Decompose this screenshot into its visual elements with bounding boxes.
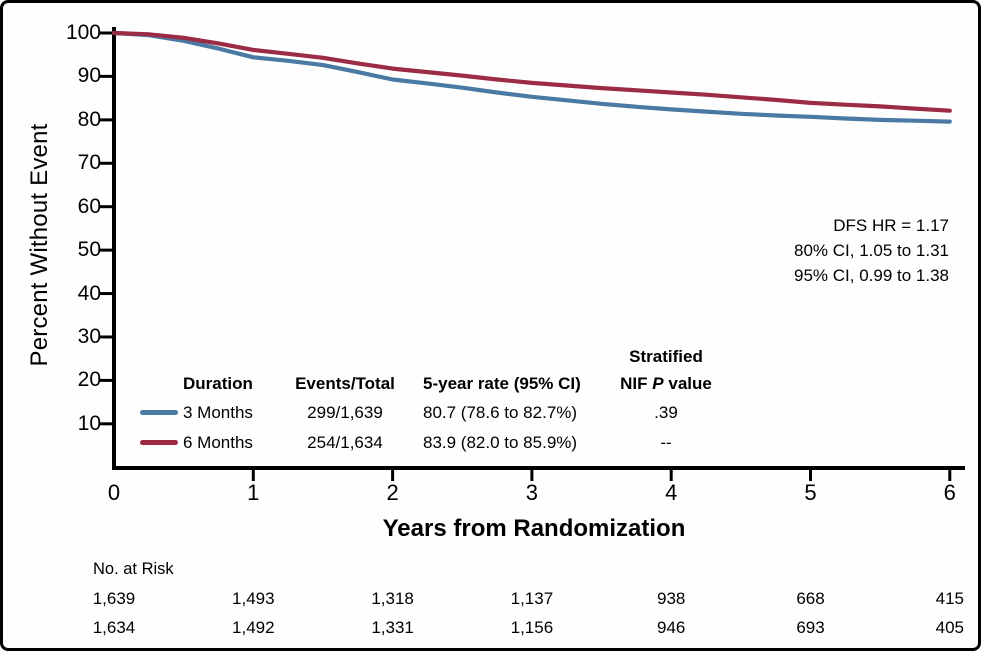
risk-count: 1,493 [232,589,275,608]
legend-swatch-3-months [140,410,178,415]
x-tick-label: 6 [943,480,956,505]
risk-count: 415 [935,589,964,608]
risk-count: 1,331 [371,618,414,637]
x-tick-label: 4 [665,480,678,505]
legend-header-events-total: Events/Total [295,374,395,393]
risk-count: 693 [796,618,825,637]
x-tick-label: 3 [525,480,539,505]
no-at-risk-label: No. at Risk [93,560,174,578]
annotation-line-ci95: 95% CI, 0.99 to 1.38 [794,266,949,285]
legend-header-duration: Duration [183,374,253,393]
rate-3-months: 80.7 (78.6 to 82.7%) [423,403,578,422]
legend-header-nif-p-value: NIF P value [620,374,712,393]
hr-annotation: DFS HR = 1.17 80% CI, 1.05 to 1.31 95% C… [794,213,949,288]
y-tick-label: 20 [77,368,101,392]
risk-count: 1,639 [92,589,136,608]
km-curve-6-months [111,30,952,113]
y-tick-label: 40 [77,281,101,305]
y-tick-label: 80 [77,107,101,131]
risk-count: 1,318 [371,589,414,608]
p-value-3-months: .39 [654,403,678,422]
axis-ticks [100,31,952,481]
risk-count: 938 [657,589,686,608]
risk-count: 1,156 [510,618,554,637]
risk-count: 1,634 [92,618,136,637]
legend-swatch-6-months [140,440,178,445]
x-tick-label: 1 [247,480,260,505]
y-tick-label: 60 [77,194,101,218]
risk-count: 405 [935,618,964,637]
events-total-6-months: 254/1,634 [307,433,383,452]
risk-count: 946 [657,618,686,637]
risk-count: 1,492 [232,618,275,637]
y-tick-label: 30 [77,324,101,348]
y-tick-label: 50 [77,238,101,262]
p-value-6-months: -- [660,433,672,452]
legend-header-5yr-rate: 5-year rate (95% CI) [423,374,581,393]
km-curve-3-months [111,30,952,124]
x-axis-title: Years from Randomization [382,515,686,542]
y-tick-label: 10 [77,411,101,435]
x-tick-label: 0 [107,480,121,505]
annotation-line-ci80: 80% CI, 1.05 to 1.31 [794,241,949,260]
annotation-line-hr: DFS HR = 1.17 [833,216,949,235]
y-tick-label: 100 [65,21,101,44]
rate-6-months: 83.9 (82.0 to 85.9%) [423,433,578,452]
x-tick-label: 5 [804,480,817,505]
km-plot-canvas [100,27,965,481]
risk-count: 668 [796,589,825,608]
legend-label-6-months: 6 Months [183,433,253,452]
legend-header-stratified: Stratified [629,347,703,366]
y-tick-label: 70 [77,151,101,175]
y-tick-label: 90 [77,64,101,88]
italic-p: P [652,374,664,393]
legend-label-3-months: 3 Months [183,403,253,422]
x-tick-label: 2 [386,480,399,505]
risk-count: 1,137 [510,589,554,608]
events-total-3-months: 299/1,639 [307,403,383,422]
